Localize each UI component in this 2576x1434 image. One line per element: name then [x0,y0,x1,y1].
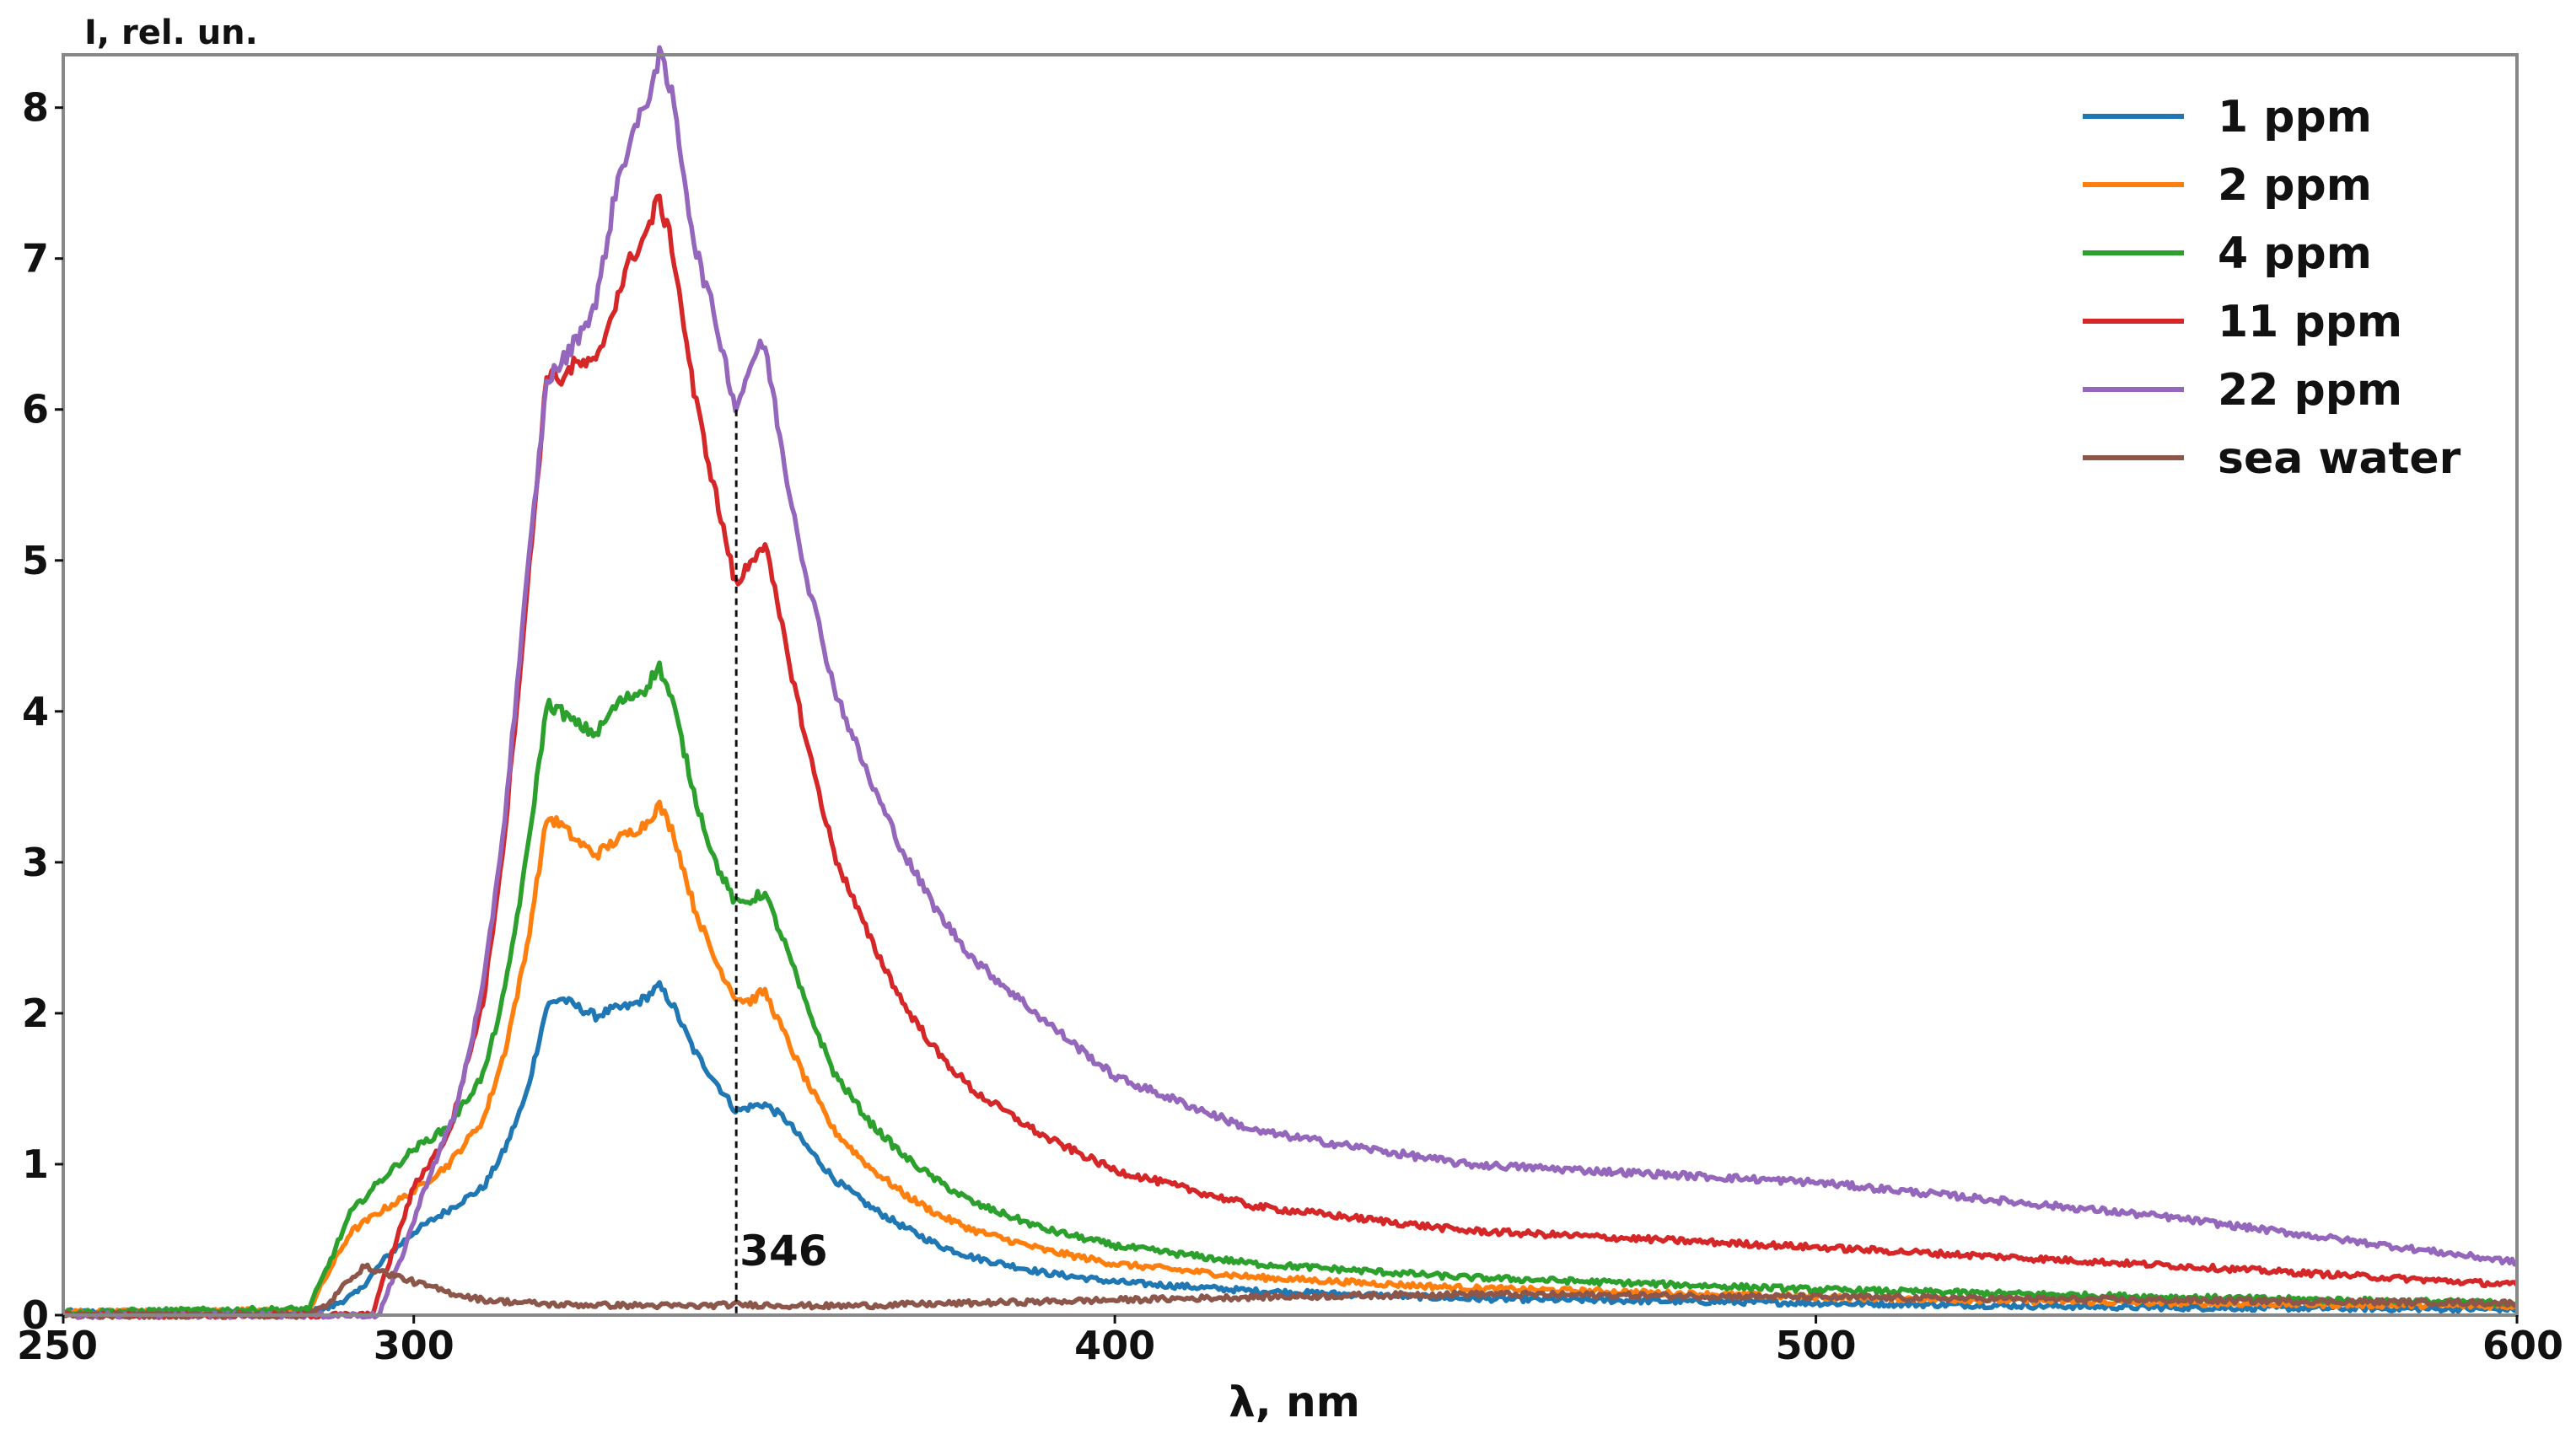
y-tick-label: 7 [22,236,49,282]
y-tick-label: 3 [22,840,49,885]
series-line-2-ppm [62,799,2519,1317]
y-tick-label: 1 [22,1141,49,1187]
legend-label: sea water [2218,433,2461,484]
x-tick-label: 250 [17,1323,98,1368]
y-tick-label: 5 [22,538,49,583]
x-tick-label: 400 [1074,1323,1155,1368]
y-tick-label: 2 [22,991,49,1036]
series-line-11-ppm [62,193,2520,1320]
tick-layer: 250 300 400 500 600 0 1 2 3 4 5 6 7 8 [17,85,2563,1368]
x-tick-label: 600 [2482,1323,2563,1368]
plot-frame [62,53,2519,1317]
series-line-22-ppm [62,45,2519,1320]
y-tick-label: 4 [22,689,49,734]
legend-label: 11 ppm [2218,297,2402,347]
x-axis-label: λ, nm [1229,1378,1360,1426]
y-axis-label: I, rel. un. [84,13,258,52]
y-tick-label: 8 [22,85,49,131]
legend: 1 ppm 2 ppm 4 ppm 11 ppm 22 ppm sea water [2083,92,2461,484]
legend-label: 4 ppm [2218,228,2372,279]
annotation-layer: 346 [734,409,828,1315]
legend-label: 1 ppm [2218,92,2372,142]
series-line-sea-water [62,1262,2518,1320]
y-tick-label: 0 [22,1292,49,1338]
x-tick-label: 300 [374,1323,454,1368]
legend-label: 22 ppm [2218,365,2402,416]
series-layer [62,45,2520,1320]
annotation-label: 346 [739,1227,827,1276]
x-tick-label: 500 [1776,1323,1857,1368]
legend-label: 2 ppm [2218,160,2372,211]
y-tick-label: 6 [22,387,49,432]
